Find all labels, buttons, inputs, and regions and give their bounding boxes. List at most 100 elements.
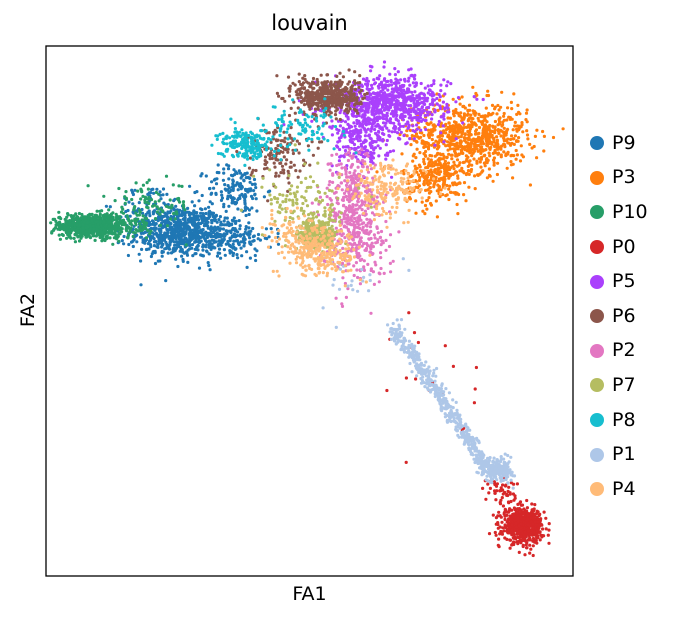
data-point xyxy=(182,217,186,221)
data-point xyxy=(426,157,430,161)
data-point xyxy=(449,190,453,194)
data-point xyxy=(201,212,205,216)
data-point xyxy=(350,140,354,144)
data-point xyxy=(370,154,374,159)
data-point xyxy=(531,553,535,558)
data-point xyxy=(131,230,135,234)
data-point xyxy=(528,533,532,537)
data-point xyxy=(243,206,247,210)
data-point xyxy=(114,235,118,239)
data-point xyxy=(208,186,212,191)
data-point xyxy=(152,222,156,226)
data-point xyxy=(391,96,395,100)
data-point xyxy=(447,121,451,125)
data-point xyxy=(210,202,214,206)
data-point xyxy=(187,225,191,230)
data-point xyxy=(254,197,258,201)
data-point xyxy=(382,60,387,64)
data-point xyxy=(419,81,423,86)
data-point xyxy=(333,113,338,117)
data-point xyxy=(339,135,343,139)
data-point xyxy=(174,204,178,208)
data-point xyxy=(383,114,387,118)
data-point xyxy=(524,543,528,547)
data-point xyxy=(419,91,423,95)
data-point xyxy=(425,174,429,178)
data-point xyxy=(338,139,342,143)
data-point xyxy=(57,210,61,214)
data-point xyxy=(403,97,407,101)
data-point xyxy=(495,172,499,177)
data-point xyxy=(446,148,450,152)
data-point xyxy=(491,151,495,155)
data-point xyxy=(77,239,82,243)
data-point xyxy=(376,134,380,138)
data-point xyxy=(428,88,432,92)
data-point xyxy=(432,182,436,187)
data-point xyxy=(108,205,112,209)
data-point xyxy=(207,243,212,247)
data-point xyxy=(203,207,207,211)
data-point xyxy=(519,144,523,148)
data-point xyxy=(233,247,237,251)
data-point xyxy=(426,198,430,202)
data-point xyxy=(219,220,223,224)
data-point xyxy=(212,186,216,190)
data-point xyxy=(448,129,452,133)
data-point xyxy=(506,520,510,524)
data-point xyxy=(454,144,458,148)
data-point xyxy=(435,215,439,219)
data-point xyxy=(363,134,367,138)
data-point xyxy=(393,67,397,71)
data-point xyxy=(415,170,419,174)
data-point xyxy=(416,173,421,177)
data-point xyxy=(155,210,159,214)
data-point xyxy=(174,243,178,247)
data-point xyxy=(328,125,332,129)
data-point xyxy=(427,161,431,165)
data-point xyxy=(230,201,234,205)
data-point xyxy=(172,229,176,233)
data-point xyxy=(417,184,421,188)
data-point xyxy=(338,71,342,75)
data-point xyxy=(102,194,106,198)
data-point xyxy=(204,174,208,178)
data-point xyxy=(510,117,514,121)
data-point xyxy=(422,182,426,186)
data-point xyxy=(236,241,241,246)
data-point xyxy=(427,191,432,195)
data-point xyxy=(466,143,470,147)
data-point xyxy=(392,121,396,125)
data-point xyxy=(507,485,511,489)
data-point xyxy=(186,218,190,222)
data-point xyxy=(166,210,170,214)
data-point xyxy=(146,228,150,232)
data-point xyxy=(97,215,101,219)
data-point xyxy=(473,174,477,178)
data-point xyxy=(145,205,149,209)
data-point xyxy=(475,161,479,165)
data-point xyxy=(227,190,231,195)
data-point xyxy=(375,76,379,81)
data-point xyxy=(215,220,219,224)
data-point xyxy=(451,147,456,151)
data-point xyxy=(229,173,234,177)
data-point xyxy=(253,247,257,251)
data-point xyxy=(486,114,490,118)
data-point xyxy=(190,228,194,232)
data-point xyxy=(154,240,158,244)
data-point xyxy=(382,102,386,106)
data-point xyxy=(242,236,246,240)
data-point xyxy=(411,124,415,128)
data-point xyxy=(431,98,435,102)
data-point xyxy=(81,226,85,230)
data-point xyxy=(449,82,453,86)
data-point xyxy=(148,232,152,236)
data-point xyxy=(535,509,539,513)
data-point xyxy=(375,109,379,113)
data-point xyxy=(408,197,412,201)
data-point xyxy=(495,112,499,116)
data-point xyxy=(372,151,376,155)
data-point xyxy=(227,223,231,227)
